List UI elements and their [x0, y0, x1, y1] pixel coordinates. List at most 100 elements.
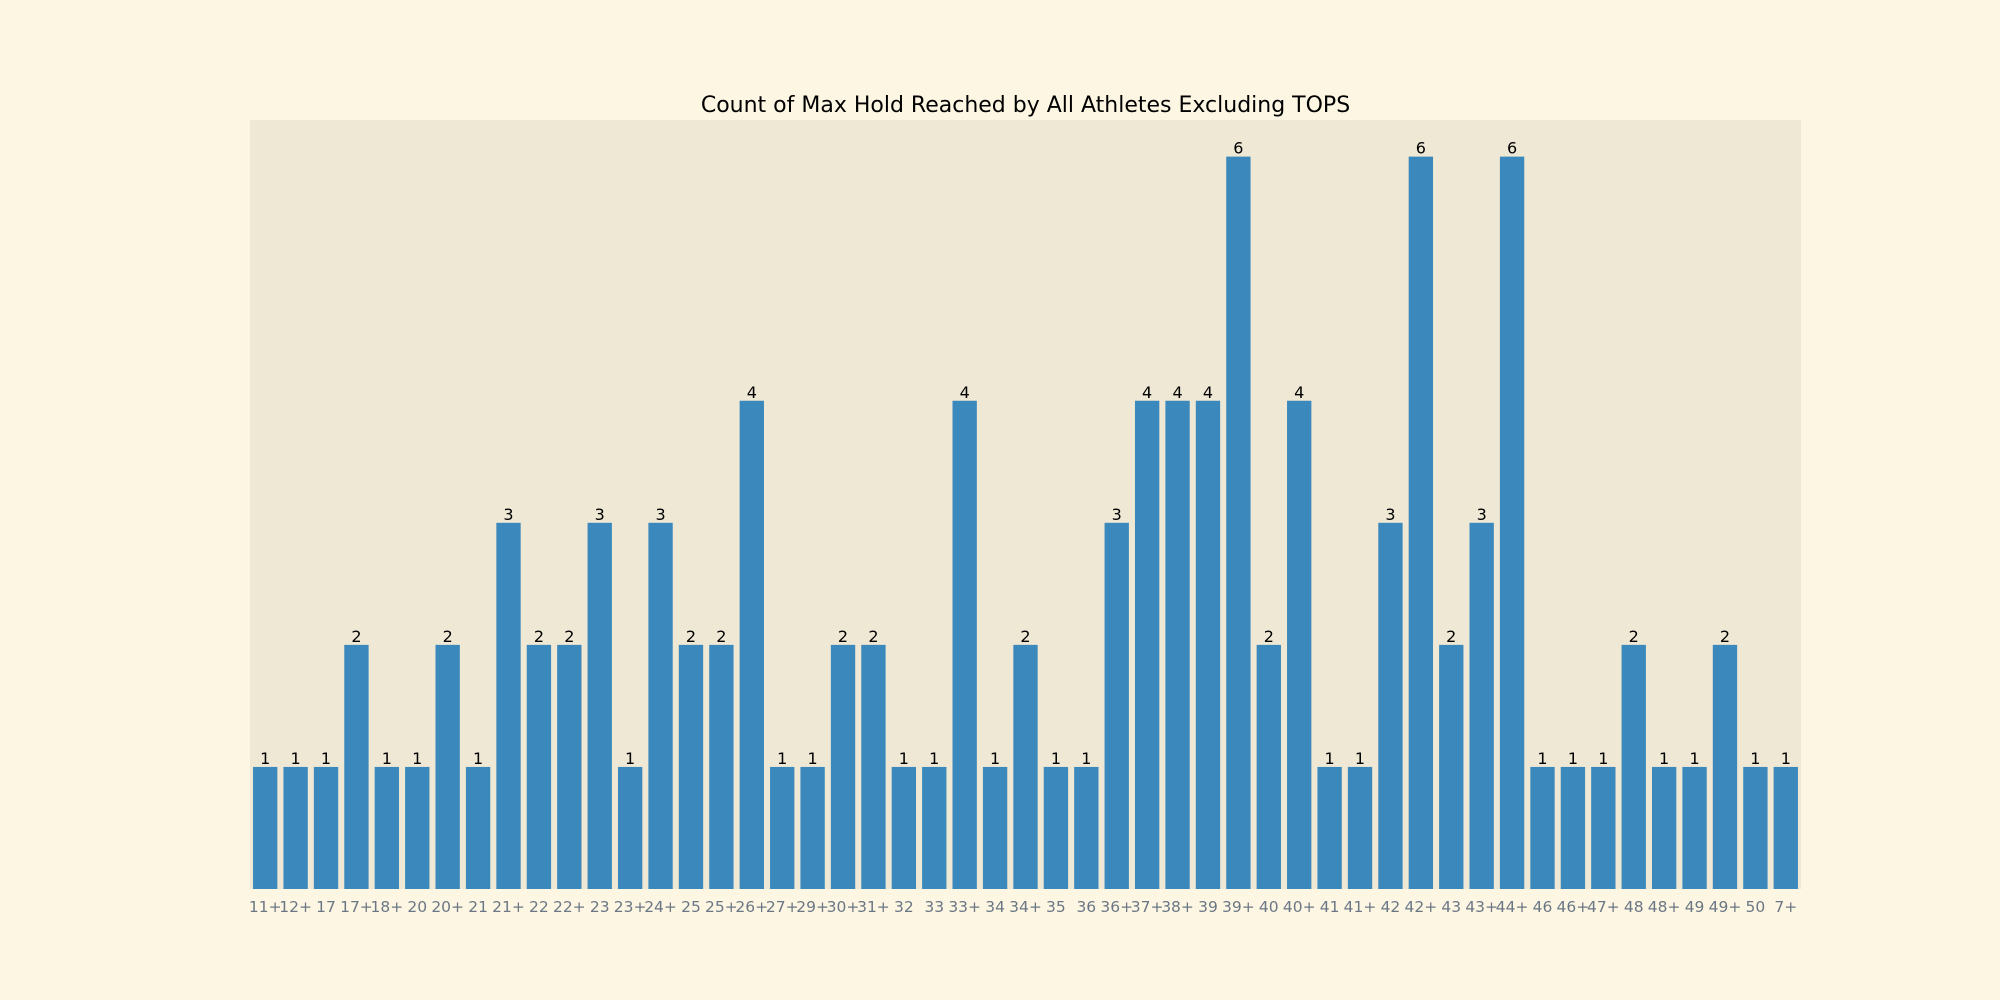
bar-value-label: 1 [1325, 749, 1335, 768]
bar-value-label: 2 [564, 627, 574, 646]
bar-value-label: 2 [1446, 627, 1456, 646]
x-tick-label: 26+ [735, 898, 768, 916]
x-tick-label: 34 [985, 898, 1005, 916]
bar-value-label: 1 [808, 749, 818, 768]
bar-value-label: 2 [443, 627, 453, 646]
bar-value-label: 2 [1629, 627, 1639, 646]
bar [800, 766, 825, 889]
bar [648, 522, 673, 889]
bar-value-label: 3 [503, 505, 513, 524]
bar-value-label: 4 [1172, 383, 1182, 402]
bar [891, 766, 917, 889]
x-tick-label: 39+ [1222, 898, 1255, 916]
bar-value-label: 2 [686, 627, 696, 646]
bar-value-label: 1 [1568, 749, 1578, 768]
bar [1104, 522, 1129, 889]
bar [1651, 766, 1677, 889]
bar [1530, 766, 1555, 889]
bar-value-label: 2 [534, 627, 544, 646]
bar-value-label: 2 [716, 627, 726, 646]
x-tick-label: 29+ [796, 898, 829, 916]
bar-value-label: 1 [1081, 749, 1091, 768]
bar [1195, 400, 1221, 889]
bar-value-label: 1 [625, 749, 635, 768]
bar-value-label: 6 [1507, 139, 1517, 158]
bar [770, 766, 795, 889]
bar [1347, 766, 1373, 889]
x-tick-label: 50 [1746, 898, 1766, 916]
bar [557, 644, 582, 889]
bar-value-label: 1 [473, 749, 483, 768]
bar-value-label: 3 [1385, 505, 1395, 524]
x-tick-label: 17 [316, 898, 336, 916]
bar [1408, 156, 1434, 889]
bar-value-label: 3 [1477, 505, 1487, 524]
bar [253, 766, 278, 889]
x-tick-label: 48+ [1648, 898, 1681, 916]
bar-value-label: 4 [1203, 383, 1213, 402]
x-tick-label: 46 [1533, 898, 1553, 916]
bar [435, 644, 460, 889]
bar [344, 644, 369, 889]
bar [739, 400, 764, 889]
x-tick-label: 40+ [1283, 898, 1316, 916]
bar-value-label: 6 [1233, 139, 1243, 158]
bar [1043, 766, 1069, 889]
bar-value-label: 1 [990, 749, 1000, 768]
bar-value-label: 2 [1264, 627, 1274, 646]
x-tick-label: 47+ [1587, 898, 1620, 916]
bar-value-label: 3 [655, 505, 665, 524]
x-tick-label: 42 [1381, 898, 1401, 916]
x-tick-label: 41+ [1344, 898, 1377, 916]
x-tick-label: 40 [1259, 898, 1279, 916]
x-tick-label: 21+ [492, 898, 525, 916]
bar [1560, 766, 1586, 889]
x-tick-label: 23+ [614, 898, 647, 916]
bar-value-label: 2 [351, 627, 361, 646]
bar-value-label: 1 [899, 749, 909, 768]
bar [1682, 766, 1707, 889]
bar [283, 766, 308, 889]
x-tick-label: 43 [1441, 898, 1461, 916]
bar [1621, 644, 1646, 889]
bar-value-label: 1 [1537, 749, 1547, 768]
bar [1712, 644, 1738, 889]
x-tick-label: 43+ [1465, 898, 1498, 916]
bar [1773, 766, 1798, 889]
x-tick-label: 11+ [249, 898, 282, 916]
x-tick-label: 49+ [1709, 898, 1742, 916]
bar-value-label: 6 [1416, 139, 1426, 158]
bar-value-label: 1 [777, 749, 787, 768]
bar-value-label: 1 [291, 749, 301, 768]
bar-labels-group: 1 1 1 2 1 1 2 1 3 2 2 3 1 3 2 2 4 1 1 2 2 1 1 4 1 2 1 1 3 4 4 4 6 2 4 1 1 3 6 2… [260, 139, 1791, 768]
bar [1074, 766, 1099, 889]
x-tick-label: 39 [1198, 898, 1218, 916]
bar [1591, 766, 1616, 889]
bar-value-label: 1 [382, 749, 392, 768]
x-tick-label: 25+ [705, 898, 738, 916]
bar-value-label: 4 [1294, 383, 1304, 402]
x-tick-label: 32 [894, 898, 914, 916]
bar [374, 766, 400, 889]
bar [313, 766, 339, 889]
x-tick-label: 44+ [1496, 898, 1529, 916]
bar [465, 766, 491, 889]
bar [982, 766, 1008, 889]
x-tick-label: 12+ [279, 898, 312, 916]
bar [1134, 400, 1160, 889]
x-tick-label: 20+ [431, 898, 464, 916]
x-tick-label: 27+ [766, 898, 799, 916]
bar [526, 644, 552, 889]
x-tick-label: 7+ [1774, 898, 1797, 916]
bar-value-label: 2 [838, 627, 848, 646]
bar-value-label: 1 [929, 749, 939, 768]
x-tick-label: 23 [590, 898, 610, 916]
bar [587, 522, 612, 889]
x-tick-label: 24+ [644, 898, 677, 916]
bars-group [253, 156, 1798, 889]
bar [1013, 644, 1038, 889]
x-tick-label: 21 [468, 898, 488, 916]
bar [678, 644, 704, 889]
bar-value-label: 3 [1112, 505, 1122, 524]
